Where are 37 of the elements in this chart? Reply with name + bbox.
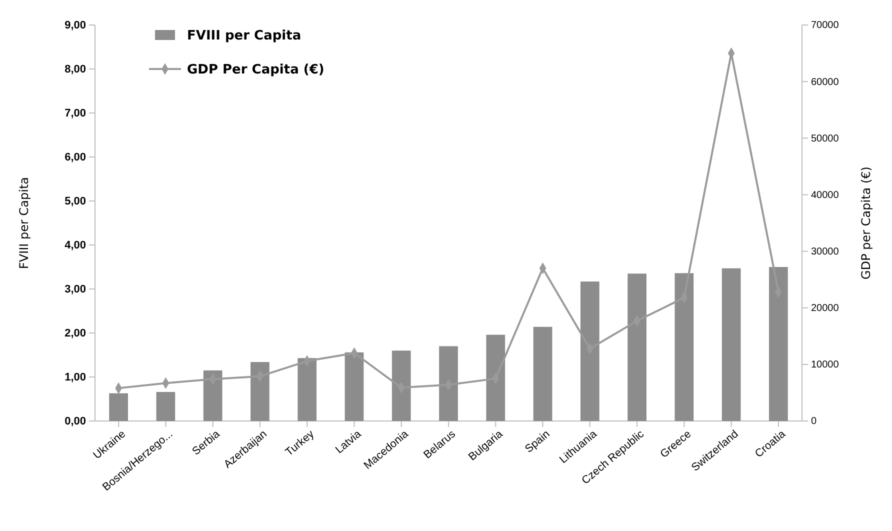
bar — [722, 268, 741, 421]
y2-tick-label: 60000 — [811, 76, 840, 88]
bar — [674, 273, 694, 421]
y2-tick-label: 50000 — [811, 133, 840, 144]
y2-axis-title: GDP per Capita (€) — [859, 166, 873, 280]
y-tick-label: 8,00 — [64, 64, 86, 76]
legend-label: FVIII per Capita — [187, 28, 302, 44]
bar — [250, 362, 270, 421]
y-axis-title: FVIII per Capita — [17, 176, 31, 270]
y-tick-label: 3,00 — [64, 284, 86, 296]
bar — [203, 370, 222, 421]
y-tick-label: 9,00 — [64, 20, 86, 32]
y-tick-label: 6,00 — [64, 152, 86, 164]
bar — [298, 358, 317, 421]
bar — [533, 326, 552, 421]
bar — [109, 393, 128, 421]
y-tick-label: 4,00 — [64, 240, 86, 252]
y-tick-label: 7,00 — [64, 108, 86, 120]
y-tick-label: 2,00 — [64, 328, 86, 340]
y2-tick-label: 10000 — [811, 360, 840, 371]
bar — [769, 267, 788, 421]
legend-label: GDP Per Capita (€) — [187, 62, 324, 78]
bar — [628, 274, 646, 421]
y-tick-label: 5,00 — [64, 196, 86, 208]
bar — [439, 346, 458, 421]
bar — [156, 392, 176, 421]
y2-tick-label: 0 — [811, 416, 817, 428]
y-tick-label: 0,00 — [64, 416, 86, 428]
bar — [392, 350, 411, 421]
y-tick-label: 1,00 — [64, 372, 86, 384]
y2-tick-label: 40000 — [811, 190, 840, 201]
bar — [486, 334, 506, 421]
y2-tick-label: 20000 — [811, 303, 840, 314]
y2-tick-label: 70000 — [811, 20, 840, 32]
bar — [580, 282, 600, 421]
bar — [344, 352, 364, 421]
y2-tick-label: 30000 — [811, 246, 840, 258]
